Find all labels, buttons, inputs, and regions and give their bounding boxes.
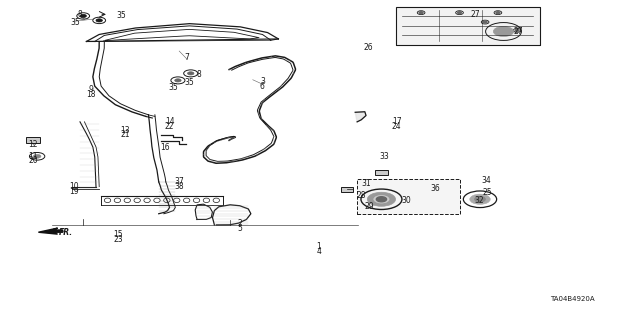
Circle shape: [475, 197, 485, 202]
Circle shape: [470, 194, 490, 204]
Circle shape: [188, 72, 194, 75]
Text: 2: 2: [237, 219, 243, 228]
Text: 29: 29: [364, 202, 374, 211]
Bar: [26, 137, 40, 143]
Text: 31: 31: [361, 179, 371, 188]
Text: 7: 7: [184, 53, 189, 62]
Bar: [357, 179, 460, 214]
Text: 15: 15: [113, 230, 124, 239]
Text: TA04B4920A: TA04B4920A: [550, 296, 595, 302]
Circle shape: [515, 29, 519, 31]
Text: 35: 35: [116, 11, 127, 20]
Text: 35: 35: [184, 78, 194, 87]
Circle shape: [96, 19, 102, 22]
Text: 36: 36: [430, 184, 440, 193]
Text: 38: 38: [174, 182, 184, 191]
Circle shape: [376, 197, 387, 202]
Text: 11: 11: [29, 152, 38, 161]
Text: 18: 18: [86, 90, 95, 99]
Bar: [396, 7, 540, 45]
Text: 20: 20: [28, 156, 38, 165]
Circle shape: [483, 21, 487, 23]
Text: 17: 17: [392, 117, 402, 126]
Text: 21: 21: [121, 130, 130, 139]
Circle shape: [419, 12, 423, 14]
Text: 19: 19: [68, 187, 79, 196]
Text: 1: 1: [316, 242, 321, 251]
Text: 5: 5: [237, 224, 243, 233]
Circle shape: [374, 196, 389, 203]
Text: 26: 26: [363, 43, 373, 52]
Text: 10: 10: [68, 182, 79, 191]
Text: 30: 30: [401, 196, 412, 204]
Text: 35: 35: [70, 18, 81, 27]
Text: 13: 13: [120, 126, 131, 135]
Text: 8: 8: [77, 10, 83, 19]
Text: 34: 34: [481, 176, 492, 185]
Text: 23: 23: [113, 235, 124, 244]
Polygon shape: [38, 228, 63, 234]
Text: 9: 9: [88, 85, 93, 94]
Text: 27: 27: [513, 27, 524, 36]
Text: 3: 3: [260, 77, 265, 86]
Polygon shape: [355, 112, 366, 122]
Circle shape: [175, 79, 181, 82]
Text: 14: 14: [164, 117, 175, 126]
Circle shape: [367, 192, 396, 206]
Circle shape: [80, 14, 86, 18]
Text: 33: 33: [379, 152, 389, 161]
Circle shape: [496, 12, 500, 14]
Text: 12: 12: [29, 140, 38, 149]
Text: 24: 24: [392, 122, 402, 131]
Bar: [341, 187, 353, 192]
Text: 16: 16: [160, 143, 170, 152]
Text: 27: 27: [470, 10, 480, 19]
Text: 25: 25: [483, 189, 493, 197]
Bar: [396, 7, 540, 45]
Text: 22: 22: [165, 122, 174, 130]
Text: FR.: FR.: [59, 228, 73, 237]
Text: 28: 28: [357, 191, 366, 200]
Text: 8: 8: [196, 70, 201, 78]
Text: 35: 35: [168, 83, 179, 92]
Circle shape: [493, 26, 514, 37]
Text: 4: 4: [316, 247, 321, 256]
Circle shape: [458, 12, 461, 14]
Text: 32: 32: [474, 197, 484, 205]
Circle shape: [33, 154, 41, 158]
Text: 6: 6: [260, 82, 265, 91]
Bar: [375, 170, 388, 175]
Text: 37: 37: [174, 177, 184, 186]
